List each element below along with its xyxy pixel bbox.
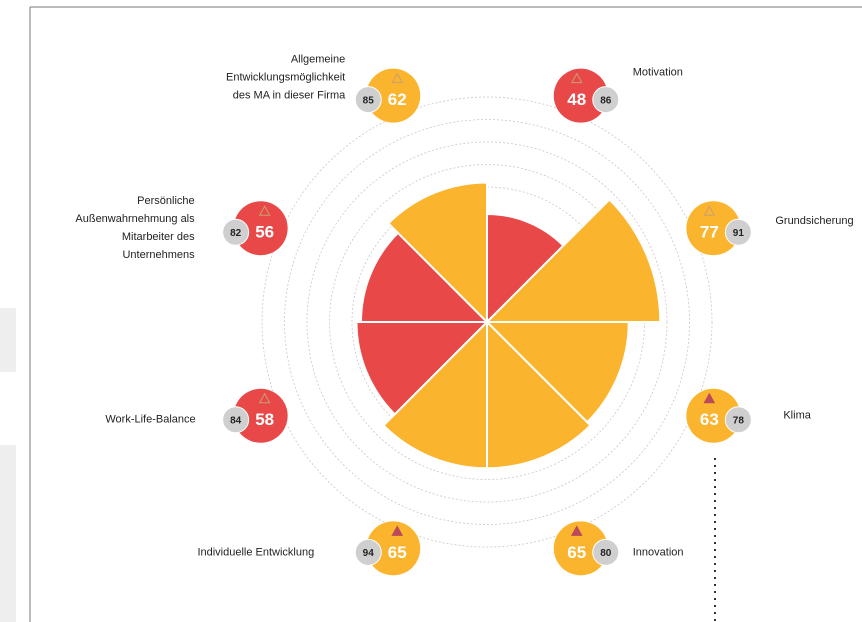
- badge: 48 86: [553, 68, 620, 123]
- trend-marker: [703, 205, 716, 216]
- value-circle: [686, 201, 741, 256]
- category-label: Grundsicherung: [775, 215, 853, 227]
- category-label: Unternehmens: [122, 249, 195, 261]
- reference-circle: [724, 218, 752, 246]
- value-label: 65: [567, 543, 586, 562]
- value-circle: [553, 68, 608, 123]
- reference-label: 86: [600, 95, 612, 106]
- value-label: 65: [388, 543, 407, 562]
- trend-marker: [391, 525, 404, 536]
- trend-marker: [570, 525, 583, 536]
- badges: 48 86 Motivation 77 91 Grundsicherung 63 78 Klim…: [75, 54, 854, 576]
- reference-label: 80: [600, 548, 612, 559]
- category-label: Motivation: [633, 67, 683, 79]
- badge: 62 85: [354, 68, 421, 123]
- value-label: 56: [255, 223, 274, 242]
- value-label: 63: [700, 410, 719, 429]
- category-label: des MA in dieser Firma: [233, 90, 346, 102]
- wedge: [386, 181, 488, 325]
- wedge: [382, 319, 488, 470]
- value-circle: [233, 388, 288, 443]
- badge: 56 82: [222, 201, 288, 256]
- badge: 58 84: [222, 388, 288, 443]
- reference-label: 82: [230, 228, 242, 239]
- category-label: Innovation: [633, 546, 684, 558]
- trend-marker: [391, 72, 404, 84]
- badge: 65 80: [553, 521, 620, 576]
- grid-circle: [284, 119, 690, 525]
- category-label: Work-Life-Balance: [105, 414, 195, 426]
- category-label: Persönliche: [137, 195, 194, 207]
- value-circle: [366, 68, 421, 123]
- reference-label: 91: [733, 228, 745, 239]
- badge: 65 94: [354, 521, 421, 576]
- reference-circle: [592, 538, 620, 566]
- reference-circle: [724, 406, 752, 434]
- value-label: 48: [567, 90, 586, 109]
- side-band: [0, 445, 16, 622]
- wedge: [484, 321, 630, 424]
- trend-marker: [258, 392, 271, 404]
- value-label: 77: [700, 223, 719, 242]
- grid-circle: [306, 141, 668, 503]
- reference-label: 94: [363, 548, 375, 559]
- value-label: 58: [255, 410, 274, 429]
- category-label: Entwicklungsmöglichkeit: [226, 72, 345, 84]
- value-circle: [233, 201, 288, 256]
- category-label: Individuelle Entwicklung: [197, 546, 314, 558]
- reference-circle: [222, 406, 250, 434]
- category-label: Außenwahrnehmung als: [75, 213, 195, 225]
- reference-label: 85: [363, 95, 375, 106]
- wedge: [484, 198, 662, 323]
- side-band: [0, 308, 16, 372]
- category-label: Mitarbeiter des: [122, 231, 195, 243]
- reference-circle: [592, 86, 620, 114]
- reference-circle: [354, 538, 382, 566]
- value-label: 62: [388, 90, 407, 109]
- value-circle: [553, 521, 608, 576]
- grid-circle: [261, 96, 713, 548]
- reference-label: 84: [230, 415, 242, 426]
- wedge: [359, 231, 490, 323]
- value-circle: [686, 388, 741, 443]
- reference-circle: [222, 218, 250, 246]
- badge: 63 78: [686, 388, 752, 443]
- wedge: [355, 321, 490, 416]
- value-circle: [366, 521, 421, 576]
- badge: 77 91: [686, 201, 752, 256]
- category-label: Allgemeine: [291, 54, 345, 66]
- trend-marker: [258, 205, 271, 216]
- reference-circle: [354, 86, 382, 114]
- wedge: [486, 212, 565, 325]
- trend-marker: [703, 392, 716, 404]
- category-label: Klima: [783, 410, 811, 422]
- wedges: [355, 181, 662, 470]
- wedge: [486, 319, 592, 470]
- reference-label: 78: [733, 415, 745, 426]
- trend-marker: [570, 72, 583, 84]
